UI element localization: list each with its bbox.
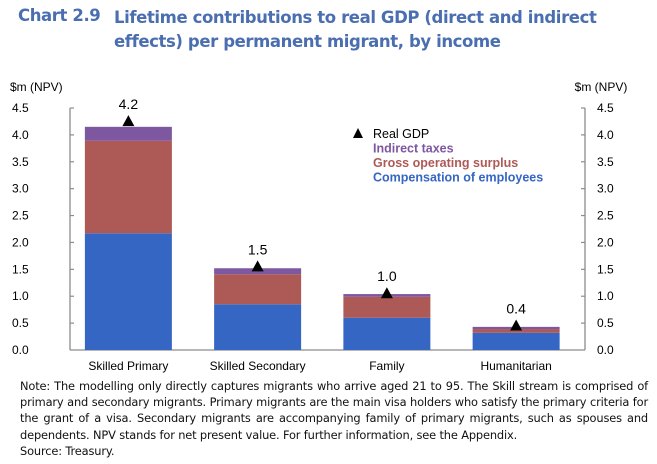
bar-segment-compensation-of-employees [343, 317, 431, 350]
y-tick-label-right: 2.0 [597, 235, 614, 249]
bar-segment-gross-operating-surplus [472, 329, 560, 333]
legend-label-gross-operating-surplus: Gross operating surplus [373, 156, 518, 170]
y-tick-label-left: 2.5 [12, 209, 29, 223]
real-gdp-value-label: 1.0 [377, 268, 397, 284]
chart-title: Lifetime contributions to real GDP (dire… [114, 8, 597, 51]
real-gdp-marker [122, 115, 135, 127]
y-tick-label-left: 2.0 [12, 235, 29, 249]
bars [84, 126, 560, 350]
y-tick-label-left: 1.5 [12, 262, 29, 276]
y-tick-label-right: 3.5 [597, 155, 614, 169]
y-tick-label-right: 4.5 [597, 101, 614, 115]
legend-label-compensation-of-employees: Compensation of employees [373, 171, 543, 185]
note-text: Note: The modelling only directly captur… [20, 379, 648, 442]
source-text: Source: Treasury. [20, 443, 115, 458]
y-tick-label-right: 4.0 [597, 128, 614, 142]
y-tick-label-right: 0.5 [597, 316, 614, 330]
bar-segment-gross-operating-surplus [214, 274, 302, 305]
chart-number: Chart 2.9 [18, 6, 101, 25]
y-tick-label-right: 3.0 [597, 182, 614, 196]
y-tick-label-left: 0.0 [12, 343, 29, 357]
x-axis-labels: Skilled Primary Skilled Secondary Family Hu… [88, 359, 551, 373]
legend-label-real-gdp: Real GDP [373, 127, 429, 141]
real-gdp-marker [251, 260, 264, 272]
x-tick-label: Family [369, 359, 404, 373]
y-tick-label-left: 0.5 [12, 316, 29, 330]
bar-segment-compensation-of-employees [214, 304, 302, 350]
y-axis-left: 0.0 0.5 1.0 1.5 2.0 2.5 3.0 3.5 4.0 4.5 [12, 101, 585, 357]
x-tick-label: Skilled Primary [88, 359, 168, 373]
real-gdp-value-label: 1.5 [248, 241, 268, 257]
y-tick-label-left: 4.5 [12, 101, 29, 115]
y-tick-label-right: 1.5 [597, 262, 614, 276]
bar-segment-gross-operating-surplus [343, 296, 431, 318]
y-axis-label-left: $m (NPV) [10, 80, 63, 94]
y-tick-label-left: 3.5 [12, 155, 29, 169]
y-tick-label-left: 1.0 [12, 289, 29, 303]
legend-label-indirect-taxes: Indirect taxes [373, 142, 454, 156]
real-gdp-value-label: 4.2 [119, 96, 139, 112]
real-gdp-marker [380, 287, 393, 299]
bar-segment-compensation-of-employees [472, 332, 560, 350]
x-tick-label: Humanitarian [480, 359, 551, 373]
y-tick-label-right: 0.0 [597, 343, 614, 357]
real-gdp-marker [510, 319, 523, 331]
y-tick-label-right: 2.5 [597, 209, 614, 223]
legend-real-gdp-icon [353, 128, 363, 138]
y-axis-label-right: $m (NPV) [575, 80, 628, 94]
x-tick-label: Skilled Secondary [210, 359, 306, 373]
y-tick-label-right: 1.0 [597, 289, 614, 303]
real-gdp-markers: 4.2 1.5 1.0 0.4 [119, 96, 526, 331]
y-axis-right: 0.0 0.5 1.0 1.5 2.0 2.5 3.0 3.5 4.0 4.5 [581, 101, 614, 357]
bar-segment-gross-operating-surplus [84, 140, 172, 234]
y-tick-label-left: 3.0 [12, 182, 29, 196]
real-gdp-value-label: 0.4 [506, 300, 526, 316]
bar-segment-compensation-of-employees [84, 233, 172, 350]
bar-segment-indirect-taxes [84, 126, 172, 141]
chart-notes: Note: The modelling only directly captur… [20, 378, 648, 459]
chart-area: $m (NPV) $m (NPV) 0.0 0.5 1.0 1.5 2.0 2.5 3.0 3… [10, 80, 628, 373]
y-tick-label-left: 4.0 [12, 128, 29, 142]
